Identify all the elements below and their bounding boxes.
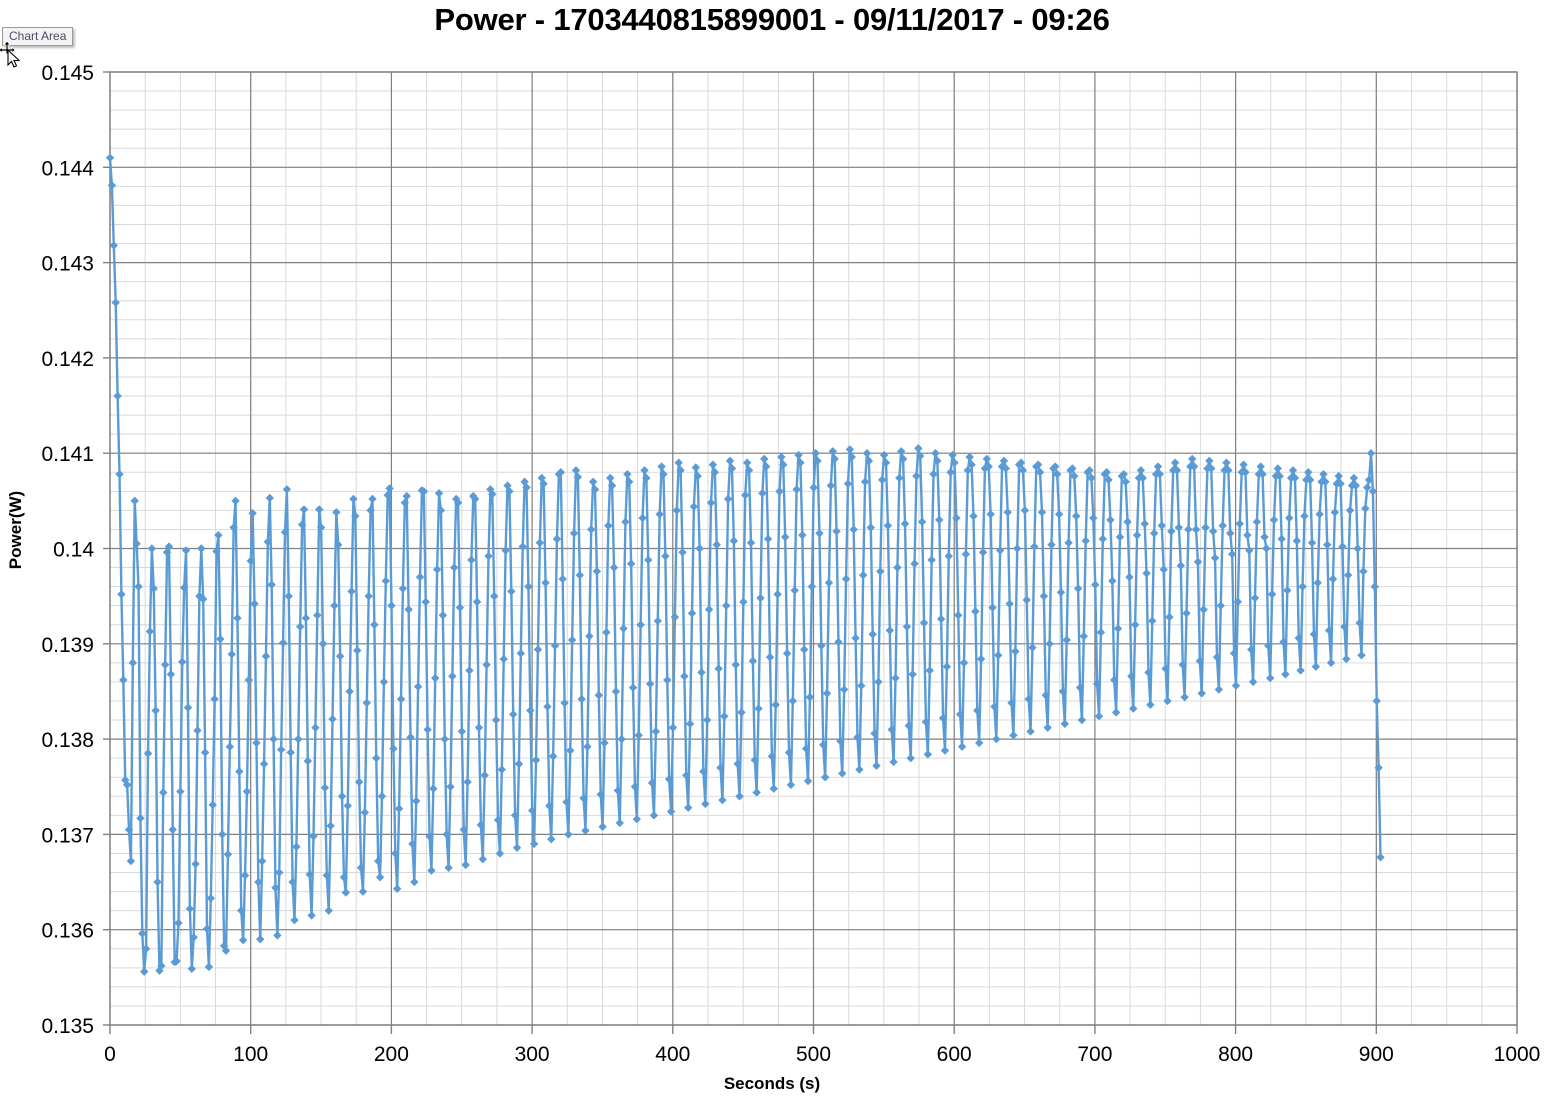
y-tick-label: 0.141 [41, 443, 94, 466]
x-tick-label: 700 [1077, 1043, 1112, 1066]
x-tick-label: 600 [937, 1043, 972, 1066]
chart-area-tooltip: Chart Area [2, 27, 74, 46]
y-tick-label: 0.144 [41, 157, 94, 180]
x-axis-ticks [109, 1025, 1518, 1034]
y-tick-label: 0.145 [41, 62, 94, 85]
series-line [108, 156, 1382, 973]
y-tick-label: 0.138 [41, 729, 94, 752]
y-tick-label: 0.143 [41, 253, 94, 276]
x-tick-label: 100 [233, 1043, 268, 1066]
y-axis-ticks [103, 71, 110, 1026]
x-tick-label: 0 [104, 1043, 116, 1066]
x-axis-title: Seconds (s) [723, 1074, 821, 1093]
x-tick-label: 200 [374, 1043, 409, 1066]
series-markers [105, 153, 1385, 976]
x-axis-tick-labels: 0 100 200 300 400 500 600 700 800 900 1000 [104, 1043, 1540, 1066]
x-tick-label: 900 [1359, 1043, 1394, 1066]
y-tick-label: 0.14 [53, 539, 94, 562]
y-tick-label: 0.137 [41, 824, 94, 847]
y-axis-tick-labels: 0.135 0.136 0.137 0.138 0.139 0.14 0.141 0.142 0… [41, 62, 94, 1038]
y-tick-label: 0.139 [41, 634, 94, 657]
y-tick-label: 0.142 [41, 348, 94, 371]
series-path [108, 156, 1382, 973]
x-tick-label: 500 [796, 1043, 831, 1066]
move-cursor-icon [0, 40, 21, 68]
y-axis-title: Power(W) [6, 490, 25, 570]
y-tick-label: 0.135 [41, 1015, 94, 1038]
x-tick-label: 800 [1218, 1043, 1253, 1066]
chart-title: Power - 1703440815899001 - 09/11/2017 - … [434, 2, 1110, 37]
x-tick-label: 300 [515, 1043, 550, 1066]
y-tick-label: 0.136 [41, 920, 94, 943]
series-diamond-markers [105, 153, 1385, 976]
x-tick-label: 400 [655, 1043, 690, 1066]
x-tick-label: 1000 [1494, 1043, 1541, 1066]
